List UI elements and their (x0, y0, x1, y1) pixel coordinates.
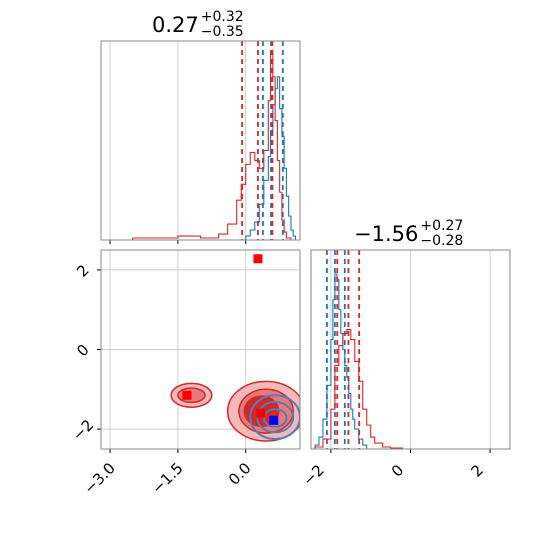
joint-red-contour-1 (177, 387, 206, 404)
histogram-2-series-1-line (314, 329, 411, 450)
histogram-2-title: −1.56 +0.27 −0.28 (354, 219, 463, 249)
histogram-2-title-lower: −0.28 (420, 233, 464, 249)
histogram-2-xtick-label-2: 2 (467, 461, 486, 480)
joint-marker-0 (253, 254, 263, 264)
joint-marker-1 (182, 390, 192, 400)
joint-blue-contour-2 (262, 408, 288, 428)
joint-ytick-label-0: 2 (73, 261, 92, 280)
histogram-2-title-upper: +0.27 (420, 218, 464, 234)
histogram-1-title-value: 0.27 (152, 12, 199, 37)
histogram-2-xtick-label-0: −2 (299, 461, 327, 489)
joint-xtick-label-2: 0.0 (225, 459, 255, 489)
histogram-1-title-upper: +0.32 (200, 9, 244, 25)
joint-frame (100, 249, 301, 450)
histogram-2-xtick-label-1: 0 (388, 461, 407, 480)
joint-contours (170, 254, 300, 442)
joint-xtick-label-1: −1.5 (148, 459, 186, 497)
joint-xtick-label-0: −3.0 (80, 459, 118, 497)
joint-ytick-label-2: −2 (69, 416, 97, 444)
histogram-2-frame (310, 249, 511, 450)
histogram-1-title: 0.27 +0.32 −0.35 (152, 10, 244, 40)
joint-blue-contour-0 (249, 394, 300, 441)
histogram-1-title-lower: −0.35 (200, 24, 244, 40)
joint-ytick-label-1: 0 (73, 341, 92, 360)
histogram-2-series-0-line (314, 273, 371, 450)
joint-marker-2 (256, 408, 266, 418)
histogram-1-frame (100, 40, 301, 241)
histogram-1-series-1-line (101, 50, 300, 241)
joint-marker-3 (269, 415, 279, 425)
histogram-2-title-value: −1.56 (354, 221, 419, 246)
histogram-1-series-0-line (236, 76, 300, 241)
